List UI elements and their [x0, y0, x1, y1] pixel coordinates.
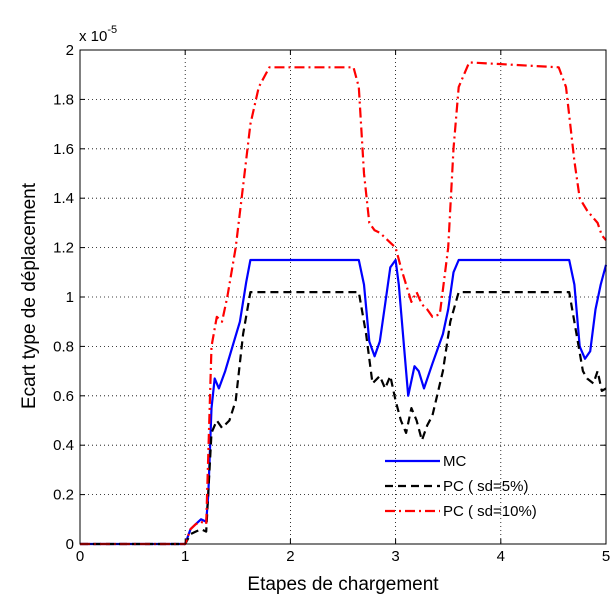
y-tick-label: 0	[66, 536, 74, 553]
x-tick-label: 4	[497, 548, 505, 565]
series-line-1	[80, 258, 608, 546]
y-tick-label: 1.4	[53, 190, 74, 207]
grid	[80, 50, 606, 544]
y-tick-label: 2	[66, 42, 74, 59]
y-axis-multiplier: x 10-5	[79, 24, 117, 45]
tick-labels: 0 1 2 3 4 5 0 0.2 0.4 0.6 0.8 1 1.2 1.4 1.6 1.8 2	[53, 42, 610, 565]
legend-label-2: PC ( sd=5%)	[443, 478, 528, 495]
y-multiplier-exponent: -5	[107, 24, 117, 36]
x-tick-label: 3	[391, 548, 399, 565]
y-tick-label: 0.2	[53, 487, 74, 504]
plot-frame	[79, 49, 607, 545]
x-tick-label: 5	[602, 548, 610, 565]
x-tick-label: 0	[76, 548, 84, 565]
series-line-3	[80, 61, 607, 546]
y-tick-label: 1	[66, 289, 74, 306]
y-tick-label: 1.2	[53, 240, 74, 257]
legend: MC PC ( sd=5%) PC ( sd=10%)	[385, 453, 537, 520]
y-axis-title: Ecart type de déplacement	[19, 182, 40, 409]
legend-label-3: PC ( sd=10%)	[443, 503, 537, 520]
legend-label-1: MC	[443, 453, 466, 470]
series-line-2	[80, 291, 607, 546]
x-tick-label: 2	[286, 548, 294, 565]
y-tick-label: 1.6	[53, 141, 74, 158]
y-tick-label: 0.6	[53, 388, 74, 405]
y-tick-label: 0.4	[53, 437, 74, 454]
x-tick-label: 1	[181, 548, 189, 565]
y-tick-label: 0.8	[53, 338, 74, 355]
y-multiplier-base: x 10	[79, 28, 107, 45]
series-lines	[80, 61, 608, 546]
y-tick-label: 1.8	[53, 91, 74, 108]
x-axis-title: Etapes de chargement	[247, 574, 439, 595]
axis-ticks	[79, 49, 607, 545]
